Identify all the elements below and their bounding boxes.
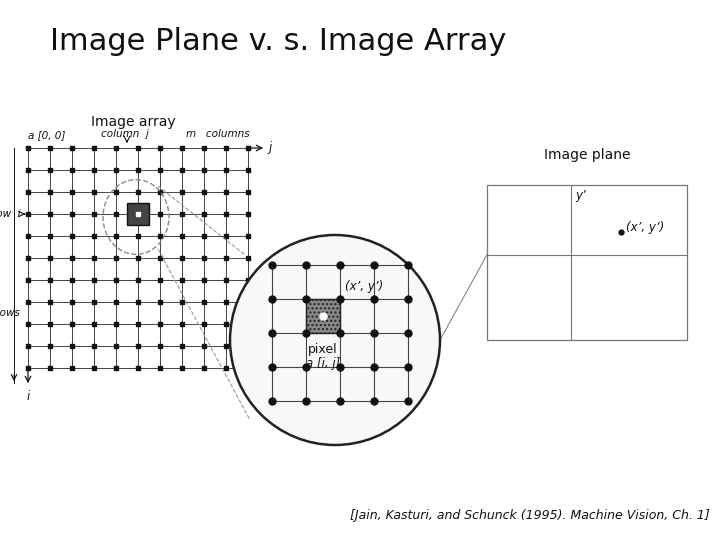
- Text: n   rows: n rows: [0, 308, 20, 318]
- Text: row  i: row i: [0, 209, 20, 219]
- Text: j: j: [268, 141, 271, 154]
- Text: m   columns: m columns: [186, 129, 250, 139]
- Bar: [127, 203, 149, 225]
- Text: Image plane: Image plane: [544, 148, 630, 162]
- Text: pixel: pixel: [308, 343, 338, 356]
- Text: [Jain, Kasturi, and Schunck (1995). Machine Vision, Ch. 1]: [Jain, Kasturi, and Schunck (1995). Mach…: [350, 510, 710, 523]
- Text: column  j: column j: [101, 129, 149, 139]
- Text: Image array: Image array: [91, 115, 176, 129]
- Text: i: i: [27, 390, 30, 403]
- Bar: [306, 299, 340, 333]
- Text: a [i, j]: a [i, j]: [306, 357, 340, 370]
- Text: (x’, y’): (x’, y’): [345, 280, 383, 293]
- Text: a [0, 0]: a [0, 0]: [28, 130, 66, 140]
- Text: Image Plane v. s. Image Array: Image Plane v. s. Image Array: [50, 28, 506, 57]
- Text: (x’, y’): (x’, y’): [626, 221, 665, 234]
- Text: y’: y’: [575, 189, 586, 202]
- Bar: [487, 185, 687, 340]
- Circle shape: [230, 235, 440, 445]
